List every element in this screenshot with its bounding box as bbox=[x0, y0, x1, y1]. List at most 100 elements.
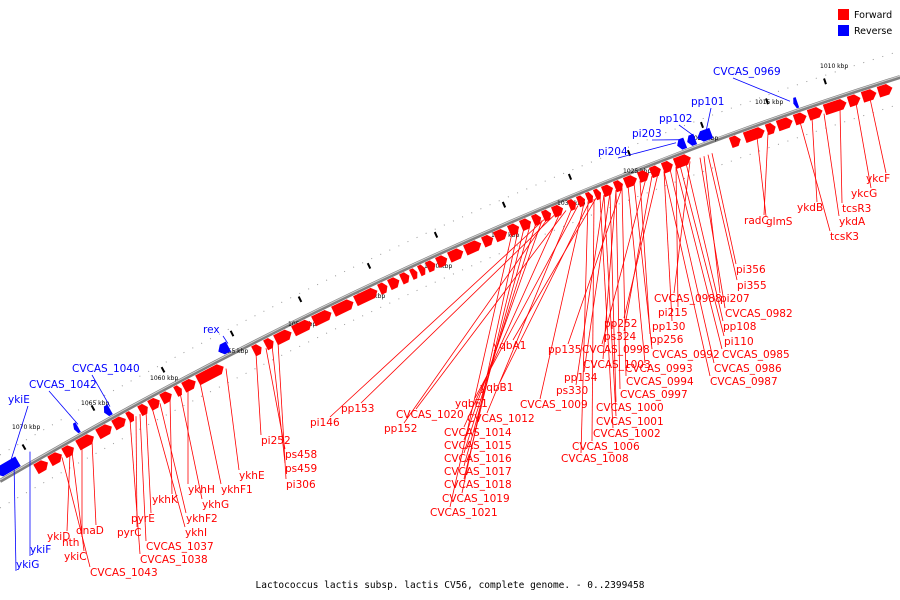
forward-gene[interactable] bbox=[612, 179, 625, 193]
forward-gene-label[interactable]: CVCAS_1000 bbox=[596, 402, 664, 414]
forward-gene-label[interactable]: ykiC bbox=[64, 551, 87, 563]
forward-gene[interactable] bbox=[660, 159, 675, 174]
forward-gene[interactable] bbox=[566, 198, 578, 211]
forward-gene-label[interactable]: ykhF2 bbox=[186, 513, 218, 525]
forward-gene-label[interactable]: pi355 bbox=[737, 280, 767, 292]
forward-gene[interactable] bbox=[47, 450, 64, 467]
forward-gene-label[interactable]: ykhE bbox=[239, 470, 265, 482]
forward-gene-label[interactable]: CVCAS_1012 bbox=[467, 413, 535, 425]
forward-gene[interactable] bbox=[584, 191, 595, 204]
forward-gene-label[interactable]: CVCAS_1018 bbox=[444, 479, 512, 491]
forward-gene[interactable] bbox=[147, 396, 162, 411]
forward-gene-label[interactable]: pp135 bbox=[548, 344, 581, 356]
forward-gene-label[interactable]: pp134 bbox=[564, 372, 598, 384]
forward-gene[interactable] bbox=[61, 443, 76, 459]
forward-gene[interactable] bbox=[353, 286, 380, 307]
forward-gene-label[interactable]: radC bbox=[744, 215, 769, 227]
forward-gene-label[interactable]: CVCAS_1037 bbox=[146, 541, 214, 553]
reverse-gene-label[interactable]: rex bbox=[203, 324, 220, 336]
reverse-gene[interactable] bbox=[71, 422, 81, 434]
forward-gene[interactable] bbox=[435, 253, 450, 269]
forward-gene-label[interactable]: ykdA bbox=[839, 216, 866, 228]
forward-gene-label[interactable]: CVCAS_1014 bbox=[444, 427, 512, 439]
forward-gene-label[interactable]: ps458 bbox=[285, 449, 317, 461]
forward-gene[interactable] bbox=[822, 97, 848, 116]
forward-gene-label[interactable]: pp153 bbox=[341, 403, 374, 415]
reverse-gene[interactable] bbox=[675, 137, 688, 151]
forward-gene-label[interactable]: pi306 bbox=[286, 479, 316, 491]
forward-gene[interactable] bbox=[137, 402, 150, 417]
forward-gene-label[interactable]: CVCAS_1021 bbox=[430, 507, 498, 519]
reverse-gene[interactable] bbox=[0, 456, 21, 479]
forward-gene[interactable] bbox=[75, 432, 96, 451]
forward-gene[interactable] bbox=[764, 122, 778, 136]
forward-gene-label[interactable]: yqbB1 bbox=[480, 382, 513, 394]
reverse-gene-label[interactable]: pp101 bbox=[691, 96, 724, 108]
forward-gene-label[interactable]: ps459 bbox=[285, 463, 317, 475]
forward-gene-label[interactable]: CVCAS_0997 bbox=[620, 389, 688, 401]
forward-gene-label[interactable]: CVCAS_0986 bbox=[714, 363, 782, 375]
forward-gene[interactable] bbox=[463, 238, 483, 256]
forward-gene-label[interactable]: CVCAS_1015 bbox=[444, 440, 512, 452]
forward-gene-label[interactable]: pi215 bbox=[658, 307, 688, 319]
forward-gene[interactable] bbox=[550, 203, 565, 218]
forward-gene-label[interactable]: CVCAS_1009 bbox=[520, 399, 588, 411]
forward-gene[interactable] bbox=[492, 227, 509, 243]
forward-gene[interactable] bbox=[311, 308, 334, 327]
forward-gene-label[interactable]: CVCAS_0987 bbox=[710, 376, 778, 388]
forward-gene-label[interactable]: CVCAS_0988 bbox=[654, 293, 722, 305]
forward-gene[interactable] bbox=[806, 105, 825, 121]
forward-gene-label[interactable]: ykhG bbox=[202, 499, 229, 511]
forward-gene-label[interactable]: pi356 bbox=[736, 264, 766, 276]
reverse-gene[interactable] bbox=[695, 127, 714, 144]
forward-gene-label[interactable]: CVCAS_0998 bbox=[582, 344, 650, 356]
forward-gene[interactable] bbox=[417, 263, 428, 277]
forward-gene-label[interactable]: pi252 bbox=[261, 435, 291, 447]
forward-gene-label[interactable]: CVCAS_1017 bbox=[444, 466, 512, 478]
forward-gene[interactable] bbox=[181, 377, 198, 393]
forward-gene-label[interactable]: dnaD bbox=[76, 525, 104, 537]
reverse-gene-label[interactable]: ykiE bbox=[8, 394, 30, 406]
forward-gene-label[interactable]: pp152 bbox=[384, 423, 417, 435]
forward-gene[interactable] bbox=[387, 275, 402, 291]
reverse-gene[interactable] bbox=[101, 404, 113, 418]
forward-gene[interactable] bbox=[622, 173, 639, 189]
forward-gene[interactable] bbox=[775, 116, 795, 132]
forward-gene[interactable] bbox=[409, 267, 420, 280]
forward-gene[interactable] bbox=[742, 125, 767, 143]
forward-gene[interactable] bbox=[159, 389, 174, 405]
forward-gene-label[interactable]: CVCAS_1002 bbox=[593, 428, 661, 440]
forward-gene[interactable] bbox=[95, 422, 114, 440]
forward-gene[interactable] bbox=[846, 93, 862, 108]
forward-gene[interactable] bbox=[540, 208, 553, 222]
forward-gene[interactable] bbox=[173, 384, 184, 397]
forward-gene[interactable] bbox=[860, 88, 878, 103]
forward-gene-label[interactable]: CVCAS_1001 bbox=[596, 416, 664, 428]
forward-gene[interactable] bbox=[399, 271, 412, 285]
forward-gene-label[interactable]: pi110 bbox=[724, 336, 754, 348]
reverse-gene-label[interactable]: ykiF bbox=[30, 544, 51, 556]
forward-gene[interactable] bbox=[331, 297, 356, 317]
forward-gene[interactable] bbox=[728, 134, 743, 149]
forward-gene-label[interactable]: pi207 bbox=[720, 293, 750, 305]
forward-gene-label[interactable]: CVCAS_0992 bbox=[652, 349, 720, 361]
reverse-gene-label[interactable]: ykiG bbox=[16, 559, 39, 571]
forward-gene[interactable] bbox=[125, 410, 136, 423]
forward-gene-label[interactable]: CVCAS_1008 bbox=[561, 453, 629, 465]
reverse-gene-label[interactable]: pp102 bbox=[659, 113, 692, 125]
reverse-gene-label[interactable]: pi203 bbox=[632, 128, 662, 140]
forward-gene-label[interactable]: ykdB bbox=[797, 202, 823, 214]
forward-gene[interactable] bbox=[447, 246, 465, 263]
forward-gene-label[interactable]: ykhI bbox=[185, 527, 207, 539]
forward-gene[interactable] bbox=[291, 318, 314, 337]
forward-gene-label[interactable]: ykhF1 bbox=[221, 484, 253, 496]
forward-gene[interactable] bbox=[111, 414, 128, 431]
forward-gene[interactable] bbox=[425, 259, 438, 273]
reverse-gene-label[interactable]: CVCAS_1042 bbox=[29, 379, 97, 391]
forward-gene-label[interactable]: CVCAS_1043 bbox=[90, 567, 158, 579]
forward-gene-label[interactable]: ykcG bbox=[851, 188, 877, 200]
forward-gene-label[interactable]: ykhK bbox=[152, 494, 179, 506]
forward-gene[interactable] bbox=[530, 212, 543, 226]
forward-gene-label[interactable]: CVCAS_0982 bbox=[725, 308, 793, 320]
forward-gene[interactable] bbox=[251, 342, 264, 357]
